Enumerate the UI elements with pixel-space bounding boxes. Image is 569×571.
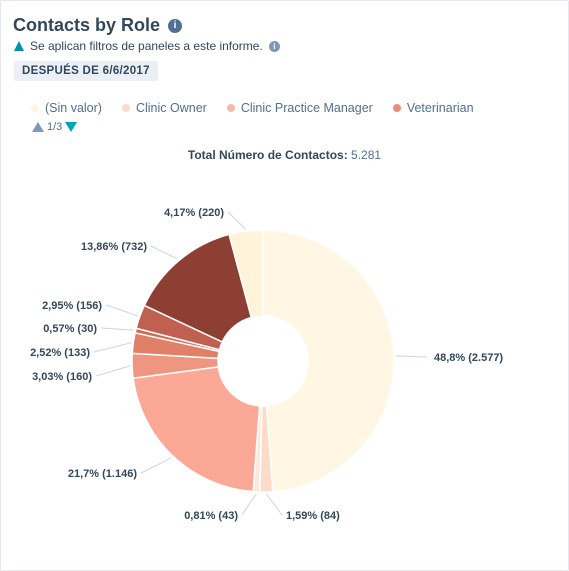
legend-label: Veterinarian — [406, 101, 474, 115]
slice-data-label: 2,95% (156) — [42, 300, 102, 312]
slice-data-label: 1,59% (84) — [286, 510, 340, 522]
report-title[interactable]: Contacts by Role — [13, 15, 161, 35]
legend-swatch — [226, 104, 235, 112]
legend-item-clinic-practice-manager[interactable]: Clinic Practice Manager — [226, 101, 373, 115]
legend-prev-icon[interactable] — [32, 122, 44, 132]
slice-data-label: 2,52% (133) — [30, 347, 90, 359]
slice-leader-line — [105, 304, 139, 317]
slice-leader-line — [95, 365, 131, 377]
date-filter-badge: DESPUÉS DE 6/6/2017 — [14, 61, 158, 81]
slice-data-label: 4,17% (220) — [164, 207, 224, 219]
slice-leader-line — [150, 245, 178, 260]
legend-pager: 1/3 — [32, 121, 78, 133]
legend-label: (Sin valor) — [45, 101, 102, 115]
total-contacts: Total Número de Contactos: 5.281 — [1, 148, 568, 162]
info-icon[interactable]: i — [168, 18, 183, 33]
slice-data-label: 21,7% (1.146) — [68, 468, 137, 480]
slice-leader-line — [266, 493, 283, 516]
legend-item-sin-valor[interactable]: (Sin valor) — [31, 101, 102, 115]
donut-slice[interactable] — [228, 229, 264, 319]
donut-slice[interactable] — [132, 366, 261, 493]
legend-next-icon[interactable] — [65, 122, 78, 132]
legend-page-indicator: 1/3 — [47, 121, 63, 133]
slice-leader-line — [140, 457, 172, 474]
filter-info-icon[interactable]: i — [268, 40, 280, 52]
warning-icon — [14, 41, 24, 51]
legend-item-veterinarian[interactable]: Veterinarian — [392, 101, 474, 115]
legend-item-clinic-owner[interactable]: Clinic Owner — [121, 101, 207, 115]
slice-leader-line — [241, 493, 257, 516]
slice-leader-line — [395, 355, 428, 358]
slice-data-label: 48,8% (2.577) — [434, 352, 503, 364]
legend-swatch — [392, 104, 401, 112]
title-row: Contacts by Role i — [13, 15, 183, 36]
total-value: 5.281 — [351, 148, 382, 162]
slice-data-label: 13,86% (732) — [81, 241, 147, 253]
slice-data-label: 0,57% (30) — [43, 323, 97, 335]
legend-swatch — [31, 104, 39, 112]
legend-label: Clinic Owner — [135, 101, 207, 115]
chart-legend: (Sin valor) Clinic Owner Clinic Practice… — [31, 101, 494, 115]
slice-leader-line — [100, 327, 134, 331]
slice-leader-line — [227, 211, 246, 230]
slice-leader-line — [93, 342, 132, 353]
legend-swatch — [121, 104, 130, 112]
filter-notice: Se aplican filtros de paneles a este inf… — [14, 39, 280, 53]
legend-label: Clinic Practice Manager — [240, 101, 373, 115]
total-label: Total Número de Contactos: — [187, 148, 348, 162]
donut-slice[interactable] — [262, 229, 395, 493]
slice-data-label: 3,03% (160) — [32, 371, 92, 383]
slice-data-label: 0,81% (43) — [184, 510, 238, 522]
filter-notice-text: Se aplican filtros de paneles a este inf… — [30, 39, 263, 53]
